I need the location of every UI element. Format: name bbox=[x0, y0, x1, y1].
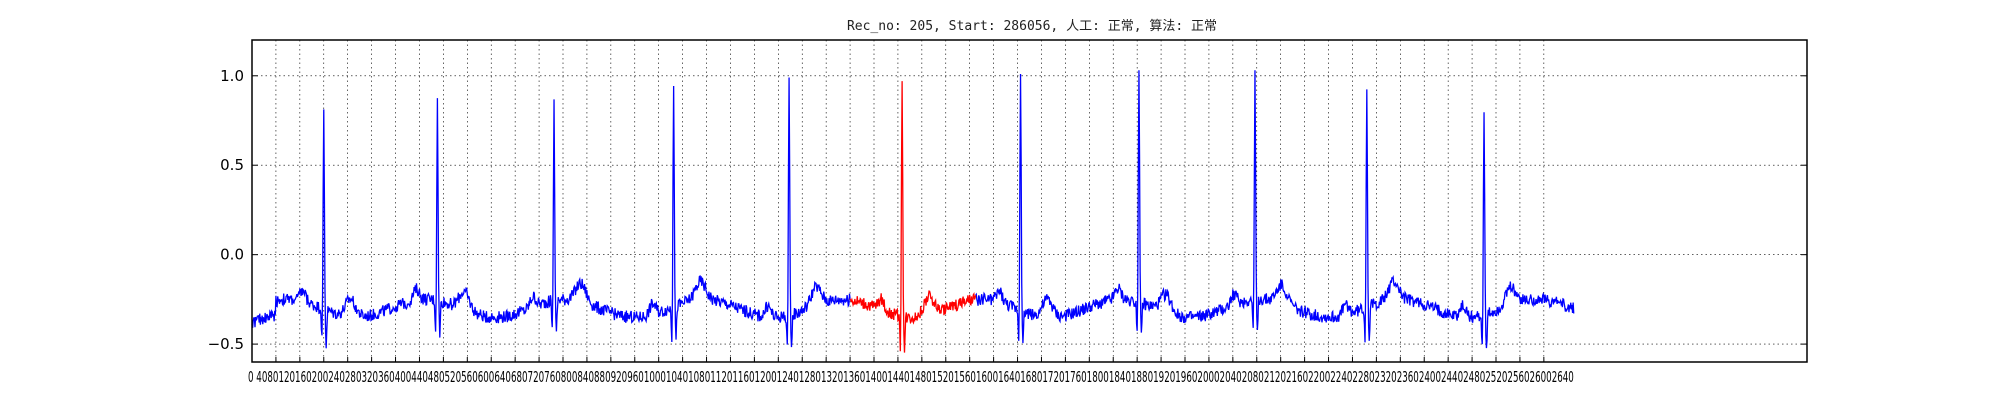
chart-title: Rec_no: 205, Start: 286056, 人工: 正常, 算法: … bbox=[847, 19, 1217, 34]
series-1-segment-0 bbox=[849, 81, 977, 353]
y-axis: −0.5 0.0 0.5 1.0 bbox=[208, 67, 1807, 362]
series-group bbox=[251, 70, 1575, 353]
plot-frame bbox=[251, 39, 1808, 363]
y-tick-label: 0.0 bbox=[220, 246, 244, 264]
series-0-segment-0 bbox=[251, 77, 851, 349]
series-0-segment-1 bbox=[975, 70, 1575, 349]
x-tick-labels: 0 40801201602002402803203604004404805205… bbox=[248, 368, 1574, 386]
y-tick-label: −0.5 bbox=[208, 335, 244, 353]
y-tick-label: 1.0 bbox=[220, 67, 244, 85]
y-tick-label: 0.5 bbox=[220, 156, 244, 174]
